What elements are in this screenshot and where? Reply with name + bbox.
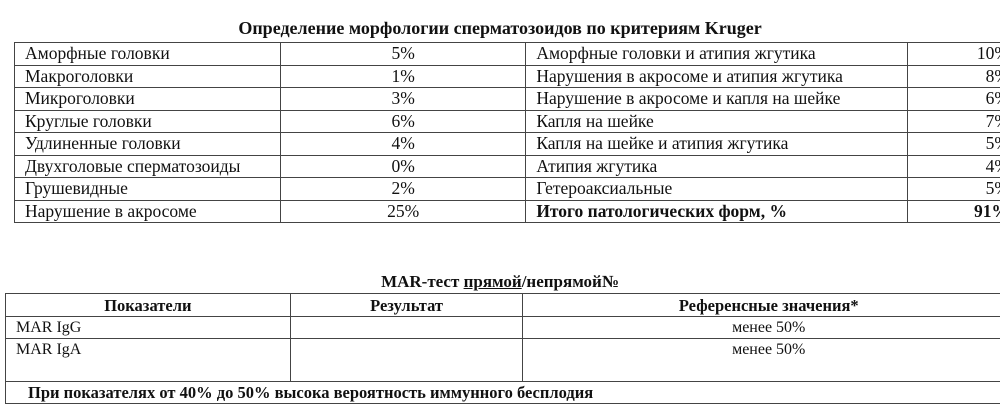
mar-title-suffix: /непрямой№ [521,272,619,291]
table-row: Нарушение в акросоме 25% Итого патологич… [14,199,1000,223]
mar-header-row: Показатели Результат Референсные значени… [5,293,1000,317]
left-value: 5% [279,42,527,66]
table-row: Удлиненные головки 4% Капля на шейке и а… [14,132,1000,156]
footnote-row: При показателях от 40% до 50% высока вер… [5,381,1000,404]
left-value: 0% [279,154,527,178]
mar-title-underlined: прямой [463,272,522,291]
right-value: 8% [907,64,1000,88]
right-label: Аморфные головки и атипия жгутика [525,42,909,66]
left-label: Нарушение в акросоме [14,199,281,223]
kruger-table: Аморфные головки 5% Аморфные головки и а… [14,42,1000,223]
left-label: Микроголовки [14,87,281,111]
left-label: Аморфные головки [14,42,281,66]
mar-title: MAR-тест прямой/непрямой№ [0,272,1000,292]
right-label: Нарушения в акросоме и атипия жгутика [525,64,909,88]
left-label: Круглые головки [14,109,281,133]
table-row: Круглые головки 6% Капля на шейке 7% [14,109,1000,133]
right-value: 91% [907,199,1000,223]
left-label: Грушевидные [14,177,281,201]
right-label: Капля на шейке и атипия жгутика [525,132,909,156]
right-value: 5% [907,177,1000,201]
row-name: MAR IgA [5,338,291,382]
table-row: MAR IgA менее 50% [5,338,1000,382]
row-reference: менее 50% [522,338,1000,382]
left-value: 6% [279,109,527,133]
header-indicators: Показатели [5,293,291,317]
mar-table: Показатели Результат Референсные значени… [5,293,1000,404]
right-label: Итого патологических форм, % [525,199,909,223]
header-reference: Референсные значения* [522,293,1000,317]
left-value: 2% [279,177,527,201]
table-row: Микроголовки 3% Нарушение в акросоме и к… [14,87,1000,111]
right-label: Гетероаксиальные [525,177,909,201]
table-row: MAR IgG менее 50% [5,316,1000,339]
right-label: Капля на шейке [525,109,909,133]
row-result [289,338,524,382]
right-value: 4% [907,154,1000,178]
right-label: Атипия жгутика [525,154,909,178]
right-value: 5% [907,132,1000,156]
left-label: Макроголовки [14,64,281,88]
table-row: Двухголовые сперматозоиды 0% Атипия жгут… [14,154,1000,178]
row-name: MAR IgG [5,316,291,339]
left-label: Удлиненные головки [14,132,281,156]
right-value: 6% [907,87,1000,111]
table-row: Макроголовки 1% Нарушения в акросоме и а… [14,64,1000,88]
right-value: 10% [907,42,1000,66]
kruger-title: Определение морфологии сперматозоидов по… [238,18,762,38]
row-result [289,316,524,339]
left-label: Двухголовые сперматозоиды [14,154,281,178]
left-value: 25% [279,199,527,223]
footnote: При показателях от 40% до 50% высока вер… [5,381,1000,404]
table-row: Грушевидные 2% Гетероаксиальные 5% [14,177,1000,201]
mar-title-prefix: MAR-тест [381,272,464,291]
left-value: 3% [279,87,527,111]
header-result: Результат [289,293,524,317]
row-reference: менее 50% [522,316,1000,339]
table-row: Аморфные головки 5% Аморфные головки и а… [14,42,1000,66]
right-label: Нарушение в акросоме и капля на шейке [525,87,909,111]
left-value: 4% [279,132,527,156]
right-value: 7% [907,109,1000,133]
left-value: 1% [279,64,527,88]
